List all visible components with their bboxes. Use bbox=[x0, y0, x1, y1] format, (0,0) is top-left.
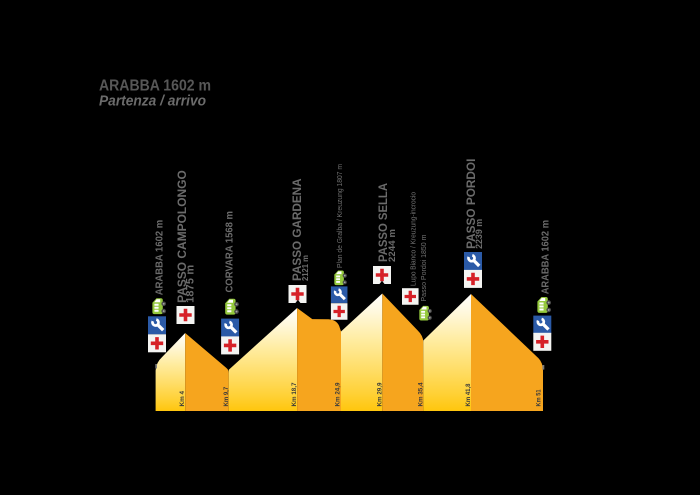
svg-text:Km 9,7: Km 9,7 bbox=[223, 387, 230, 407]
svg-text:Km 4: Km 4 bbox=[179, 391, 186, 407]
svg-text:Km 35,4: Km 35,4 bbox=[418, 382, 425, 406]
svg-text:ARABBA 1602 m: ARABBA 1602 m bbox=[153, 220, 165, 296]
svg-text:CORVARA 1568 m: CORVARA 1568 m bbox=[223, 211, 235, 293]
svg-text:Plan de Gralba / Kreuzung 1807: Plan de Gralba / Kreuzung 1807 m bbox=[335, 164, 344, 268]
svg-text:1875 m: 1875 m bbox=[185, 265, 197, 303]
svg-text:PASSO SELLA: PASSO SELLA bbox=[376, 183, 390, 262]
svg-text:Km 24,9: Km 24,9 bbox=[335, 382, 342, 406]
svg-text:PASSO PORDOI: PASSO PORDOI bbox=[464, 159, 478, 249]
svg-text:2121 m: 2121 m bbox=[300, 255, 310, 281]
svg-text:Partenza / arrivo: Partenza / arrivo bbox=[99, 93, 206, 110]
svg-text:Km 41,8: Km 41,8 bbox=[465, 383, 472, 406]
svg-text:2239 m: 2239 m bbox=[474, 219, 484, 249]
svg-text:Lupo Bianco / Kreuzung-incroci: Lupo Bianco / Kreuzung-incrocio bbox=[408, 192, 417, 286]
svg-text:Km 18,7: Km 18,7 bbox=[291, 382, 298, 406]
svg-text:Km 51: Km 51 bbox=[536, 389, 543, 406]
svg-text:PASSO GARDENA: PASSO GARDENA bbox=[290, 178, 304, 281]
svg-text:Km 29,9: Km 29,9 bbox=[376, 382, 383, 406]
svg-text:Passo Pordoi 1850 m: Passo Pordoi 1850 m bbox=[419, 235, 428, 302]
svg-text:ARABBA 1602 m: ARABBA 1602 m bbox=[99, 77, 211, 94]
svg-text:2244 m: 2244 m bbox=[387, 229, 398, 262]
svg-text:PASSO CAMPOLONGO: PASSO CAMPOLONGO bbox=[175, 170, 189, 303]
svg-text:ARABBA 1602 m: ARABBA 1602 m bbox=[540, 220, 552, 294]
